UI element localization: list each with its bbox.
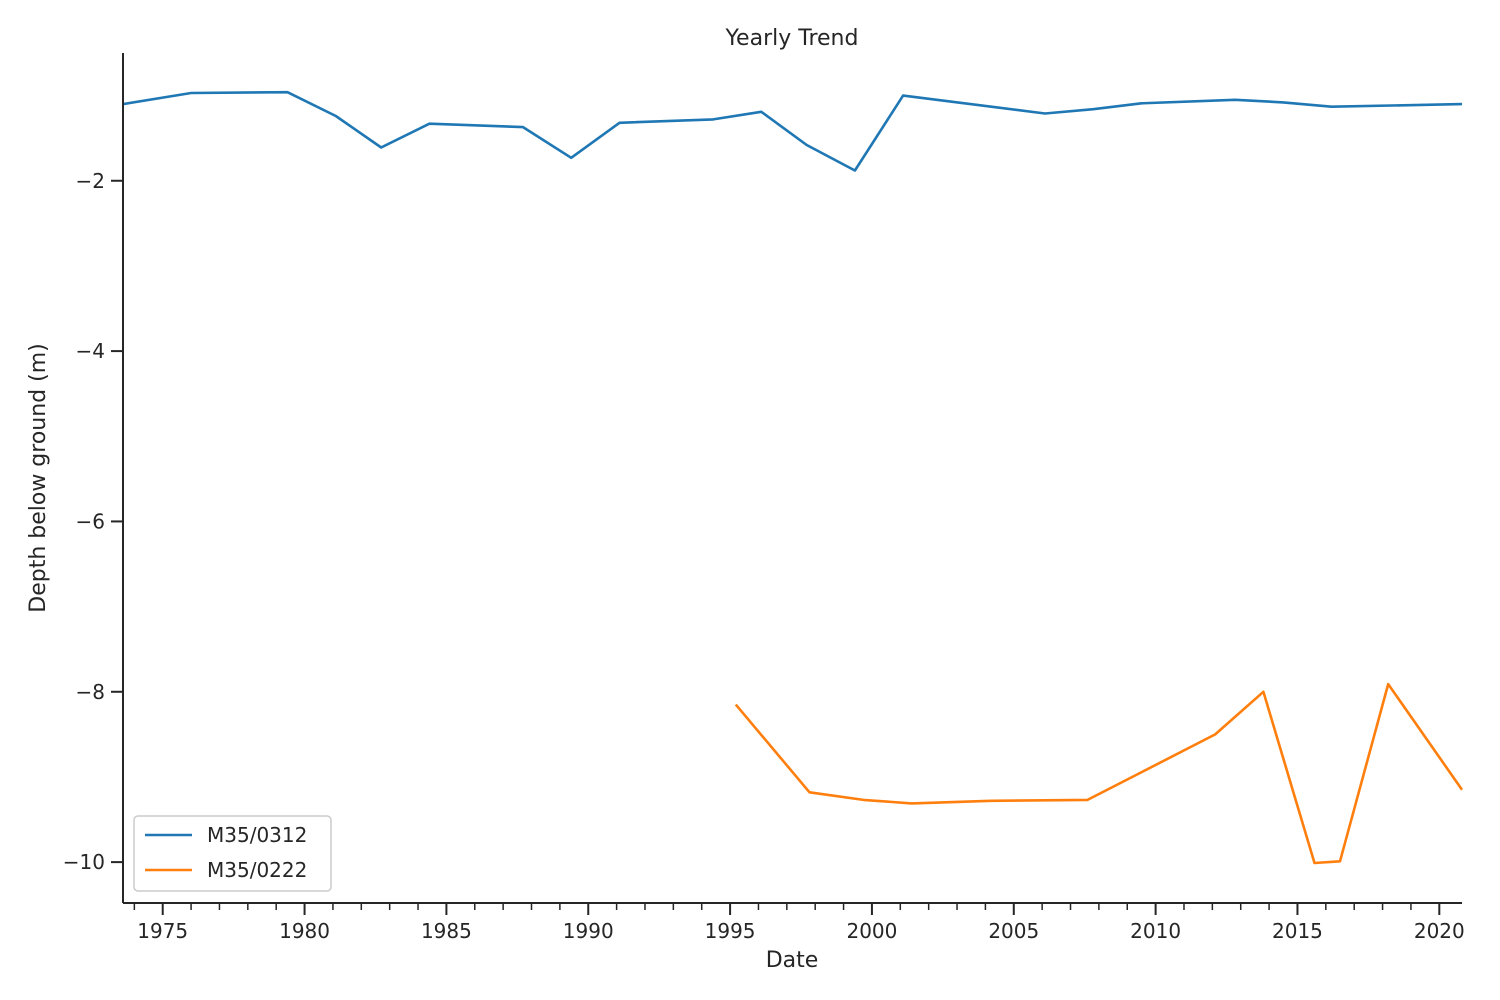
y-axis-ticks: −2 −4 −6 −8 −10	[63, 169, 123, 874]
x-tick-label: 2020	[1414, 919, 1465, 943]
x-axis-ticks: 1975 1980 1985 1990 1995 2000 2005 2010 2015 2020	[133, 903, 1465, 943]
x-tick-label: 2015	[1272, 919, 1323, 943]
y-tick-label: −8	[76, 680, 105, 704]
x-tick-label: 1985	[421, 919, 472, 943]
x-tick-label: 1980	[279, 919, 330, 943]
series-line-1	[122, 90, 1463, 172]
x-tick-label: 1995	[705, 919, 756, 943]
x-tick-label: 2000	[846, 919, 897, 943]
legend-label-1: M35/0312	[207, 823, 307, 847]
y-axis-label: Depth below ground (m)	[26, 343, 51, 613]
x-tick-label: 1990	[563, 919, 614, 943]
legend-label-2: M35/0222	[207, 858, 307, 882]
series-line-2	[734, 682, 1464, 865]
plot-lines	[122, 90, 1464, 865]
legend: M35/0312 M35/0222	[133, 815, 332, 892]
x-tick-label: 2005	[988, 919, 1039, 943]
x-axis-label: Date	[766, 948, 819, 973]
y-tick-label: −6	[76, 509, 105, 533]
x-tick-label: 2010	[1130, 919, 1181, 943]
y-tick-label: −4	[76, 339, 105, 363]
y-tick-label: −2	[76, 169, 105, 193]
x-tick-label: 1975	[137, 919, 188, 943]
y-tick-label: −10	[63, 850, 105, 874]
chart-title: Yearly Trend	[725, 26, 859, 51]
